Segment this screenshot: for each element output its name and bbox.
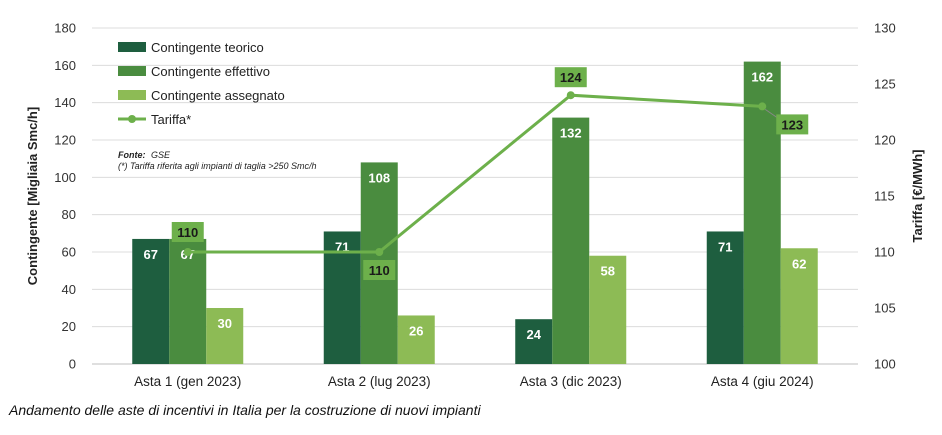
y2-tick-label: 125: [874, 77, 896, 92]
tariff-point: [758, 102, 767, 111]
y2-tick-label: 130: [874, 21, 896, 36]
legend-swatch: [118, 66, 146, 76]
tariff-point: [183, 248, 192, 256]
bar: [169, 238, 207, 364]
legend-swatch: [118, 90, 146, 100]
category-label: Asta 2 (lug 2023): [328, 374, 431, 389]
source-value: GSE: [151, 150, 171, 160]
bar: [552, 117, 590, 364]
bar-value-label: 67: [144, 247, 158, 262]
y-tick-label: 140: [54, 95, 76, 110]
bar-value-label: 132: [560, 126, 582, 141]
y-tick-label: 20: [62, 319, 76, 334]
legend-label: Tariffa*: [151, 112, 191, 127]
y-tick-label: 60: [62, 245, 76, 260]
y2-tick-label: 105: [874, 301, 896, 316]
bar: [323, 231, 361, 364]
tariff-value-label: 123: [781, 117, 803, 132]
bar: [515, 319, 553, 364]
tariff-point: [566, 91, 575, 100]
y-tick-label: 100: [54, 170, 76, 185]
notes: Fonte: GSE (*) Tariffa riferita agli imp…: [118, 150, 317, 171]
y-tick-label: 180: [54, 21, 76, 36]
footnote: (*) Tariffa riferita agli impianti di ta…: [118, 161, 317, 171]
bar-value-label: 62: [792, 256, 806, 271]
y-tick-label: 40: [62, 282, 76, 297]
bar: [743, 61, 781, 364]
tariff-value-label: 124: [560, 70, 582, 85]
bar-value-label: 71: [718, 239, 732, 254]
bar-value-label: 108: [368, 170, 390, 185]
category-labels: Asta 1 (gen 2023) Asta 2 (lug 2023) Asta 3…: [134, 374, 814, 389]
category-label: Asta 1 (gen 2023): [134, 374, 241, 389]
y2-tick-label: 110: [874, 245, 895, 260]
source-label: Fonte:: [118, 150, 146, 160]
tariff-label-box: [776, 114, 809, 135]
y2-tick-label: 100: [874, 357, 896, 372]
bar-value-label: 24: [527, 327, 542, 342]
bar-value-label: 30: [218, 316, 232, 331]
bar-value-label: 26: [409, 323, 423, 338]
legend-label: Contingente effettivo: [151, 64, 270, 79]
y-tick-label: 120: [54, 133, 76, 148]
svg-text:Fonte: GSE: Fonte: GSE: [118, 150, 171, 160]
bar-value-label: 162: [751, 70, 773, 85]
tariff-label-box: [171, 222, 204, 242]
y-axis-title: Contingente [Migliaia Smc/h]: [25, 107, 40, 285]
y-tick-label: 160: [54, 58, 76, 73]
y2-axis-title: Tariffa [€/MWh]: [910, 150, 925, 243]
bars: 676730711082624132587116262: [132, 61, 818, 364]
bar: [206, 308, 244, 364]
bar-line-chart: 0 20 40 60 80 100 120 140 160 180 100 105 110 115 120…: [25, 21, 925, 390]
figure-caption: Andamento delle aste di incentivi in Ita…: [9, 402, 481, 418]
y2-tick-label: 115: [874, 189, 895, 204]
bar: [780, 248, 818, 364]
category-label: Asta 3 (dic 2023): [520, 374, 622, 389]
tariff-value-label: 110: [177, 225, 198, 240]
y-axis-left: 0 20 40 60 80 100 120 140 160 180: [54, 21, 76, 372]
tariff-value-label: 110: [369, 263, 390, 278]
y-tick-label: 80: [62, 207, 76, 222]
legend-swatch: [118, 42, 146, 52]
tariff-point: [375, 248, 384, 256]
legend-line-marker: [128, 115, 136, 123]
y2-tick-label: 120: [874, 133, 896, 148]
tariff-label-box: [363, 260, 396, 280]
tariff-label-leader: [764, 108, 779, 119]
bar: [132, 238, 170, 364]
category-label: Asta 4 (giu 2024): [711, 374, 814, 389]
bar: [589, 255, 627, 364]
bar: [706, 231, 744, 364]
legend: Contingente teorico Contingente effettivo…: [118, 40, 285, 127]
y-axis-right: 100 105 110 115 120 125 130: [874, 21, 896, 372]
legend-label: Contingente assegnato: [151, 88, 285, 103]
bar: [397, 315, 435, 364]
legend-label: Contingente teorico: [151, 40, 264, 55]
y-tick-label: 0: [69, 357, 76, 372]
tariff-line: 110 110 124 123: [171, 67, 809, 280]
tariff-label-box: [554, 67, 587, 88]
bar-value-label: 58: [601, 264, 615, 279]
tariff-line-path: [187, 93, 763, 254]
